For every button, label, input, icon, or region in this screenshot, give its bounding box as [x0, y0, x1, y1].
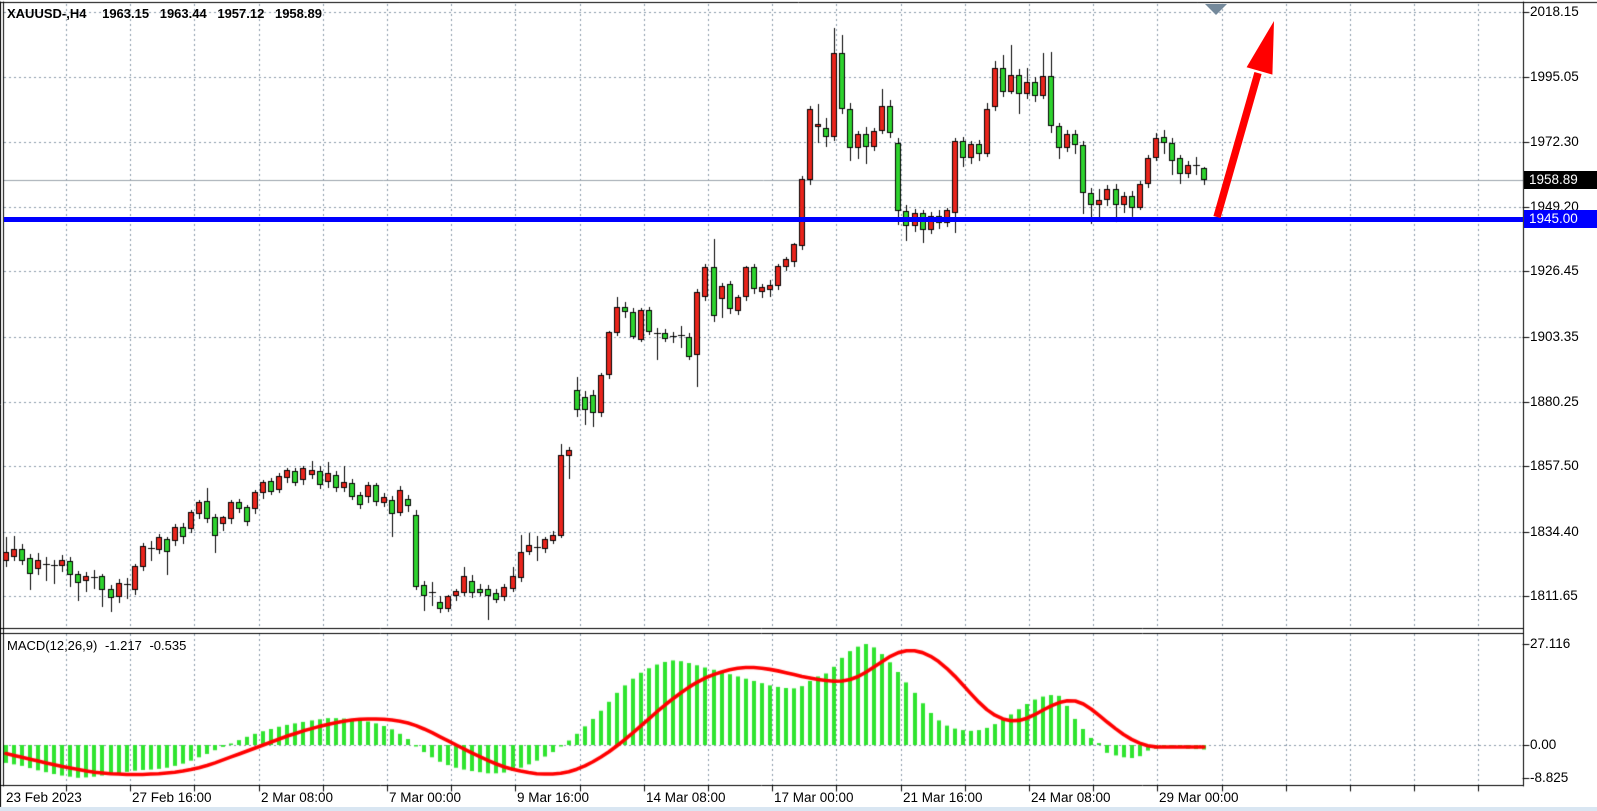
macd-scale-label: -8.825: [1530, 770, 1569, 785]
price-axis-label: 1834.40: [1530, 524, 1579, 539]
trend-arrow-shaft: [1213, 71, 1262, 219]
time-axis-label: 17 Mar 00:00: [774, 790, 854, 805]
time-axis-label: 2 Mar 08:00: [261, 790, 334, 805]
price-axis-label: 1995.05: [1530, 69, 1579, 84]
time-axis-label: 9 Mar 16:00: [517, 790, 590, 805]
time-axis-label: 23 Feb 2023: [6, 790, 82, 805]
macd-signal-value: -0.535: [149, 638, 187, 653]
horizontal-support-line[interactable]: [4, 217, 1523, 222]
time-axis-label: 21 Mar 16:00: [903, 790, 983, 805]
chart-shift-triangle-icon: [1205, 4, 1227, 15]
time-axis-label: 27 Feb 16:00: [132, 790, 212, 805]
price-axis-label: 1811.65: [1530, 588, 1578, 603]
price-axis-label: 1972.30: [1530, 134, 1579, 149]
current-price-badge: 1958.89: [1524, 171, 1597, 189]
price-axis-label: 1926.45: [1530, 263, 1579, 278]
chart-title: XAUUSD-,H4 1963.15 1963.44 1957.12 1958.…: [7, 6, 322, 21]
time-axis-label: 14 Mar 08:00: [646, 790, 726, 805]
support-price-badge: 1945.00: [1524, 210, 1597, 228]
time-axis-label: 7 Mar 00:00: [389, 790, 462, 805]
symbol-timeframe-label: XAUUSD-,H4: [7, 6, 87, 21]
price-axis-label: 1880.25: [1530, 394, 1579, 409]
time-axis-label: 29 Mar 00:00: [1159, 790, 1239, 805]
trend-arrow-head-icon: [1246, 21, 1274, 75]
price-axis-label: 1857.50: [1530, 458, 1579, 473]
trend-arrow-annotation[interactable]: [1200, 10, 1292, 230]
macd-indicator-label: MACD(12,26,9) -1.217 -0.535: [7, 638, 190, 653]
ohlc-close-value: 1958.89: [274, 6, 322, 21]
ohlc-high-value: 1963.44: [159, 6, 207, 21]
price-axis-label: 1903.35: [1530, 329, 1579, 344]
macd-indicator-name: MACD(12,26,9): [7, 638, 98, 653]
time-axis-label: 24 Mar 08:00: [1031, 790, 1111, 805]
price-axis-label: 2018.15: [1530, 4, 1579, 19]
macd-main-value: -1.217: [104, 638, 142, 653]
macd-scale-label: 27.116: [1530, 636, 1571, 651]
ohlc-low-value: 1957.12: [217, 6, 265, 21]
window-bottom-edge: [0, 807, 1597, 811]
ohlc-open-value: 1963.15: [102, 6, 150, 21]
macd-scale-label: 0.00: [1530, 737, 1557, 752]
